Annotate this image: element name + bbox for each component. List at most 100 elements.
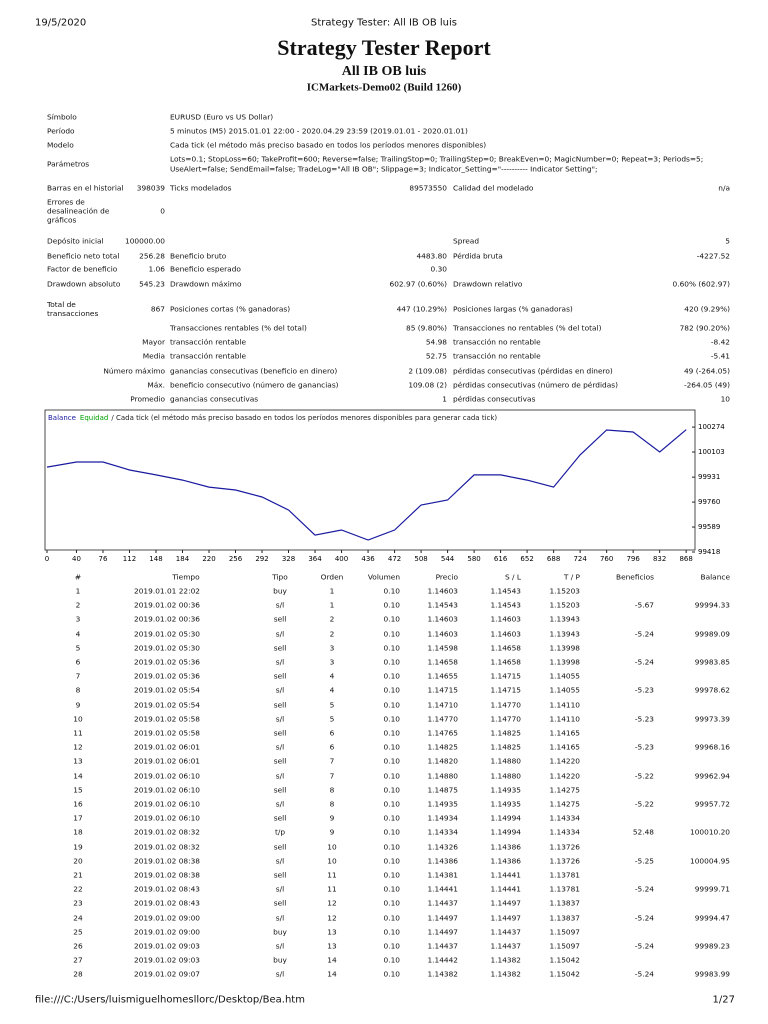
table-cell: 1.14543: [490, 586, 521, 596]
x-tick-label: 688: [547, 555, 560, 563]
table-cell: 0.10: [383, 742, 400, 752]
stat-label: pérdidas consecutivas (número de pérdida…: [453, 380, 618, 390]
table-cell: 10: [327, 856, 337, 866]
table-cell: 2019.01.02 05:36: [134, 671, 200, 681]
table-cell: 1.14437: [427, 941, 458, 951]
table-cell: 1.13726: [549, 856, 580, 866]
table-cell: 1.14543: [427, 600, 458, 610]
legend-equity: Equidad: [80, 414, 108, 422]
table-cell: 1.15097: [549, 941, 580, 951]
table-cell: 0.10: [383, 657, 400, 667]
table-cell: 1.14880: [427, 771, 458, 781]
table-cell: 1.14820: [427, 756, 458, 766]
table-cell: 1.14825: [490, 742, 521, 752]
x-tick-label: 472: [388, 555, 401, 563]
table-cell: sell: [273, 813, 287, 823]
table-cell: 1.14334: [427, 827, 458, 837]
setting-value: Lots=0.1; StopLoss=60; TakeProfit=600; R…: [170, 154, 704, 164]
table-cell: 9: [75, 700, 81, 710]
stat-label: Calidad del modelado: [453, 183, 534, 193]
x-tick-label: 580: [467, 555, 480, 563]
table-cell: 4: [75, 629, 81, 639]
table-cell: 2019.01.02 05:36: [134, 657, 200, 667]
table-cell: 1.15042: [549, 955, 580, 965]
table-cell: -5.24: [634, 657, 654, 667]
setting-value: UseAlert=false; SendEmail=false; TradeLo…: [170, 164, 598, 174]
table-cell: 7: [75, 671, 81, 681]
table-cell: 1.14658: [490, 657, 521, 667]
table-cell: 0.10: [383, 643, 400, 653]
table-cell: s/l: [275, 941, 285, 951]
table-cell: 1.14442: [427, 955, 458, 965]
table-cell: 1.13726: [549, 842, 580, 852]
table-cell: 1.14386: [490, 856, 521, 866]
table-cell: 1.14825: [427, 742, 458, 752]
table-cell: 21: [73, 870, 83, 880]
table-cell: 0.10: [383, 771, 400, 781]
table-cell: 1.14334: [549, 827, 580, 837]
table-cell: 0.10: [383, 856, 400, 866]
table-cell: 1.15097: [549, 927, 580, 937]
y-tick-label: 99931: [698, 473, 720, 481]
table-cell: 2019.01.02 06:10: [134, 785, 200, 795]
x-tick-label: 292: [255, 555, 268, 563]
table-cell: 1: [329, 586, 335, 596]
table-cell: buy: [273, 955, 287, 965]
table-cell: 0.10: [383, 799, 400, 809]
table-cell: -5.24: [634, 941, 654, 951]
table-cell: 1.14326: [427, 842, 458, 852]
table-cell: 1.14382: [490, 969, 521, 979]
table-cell: 99957.72: [694, 799, 730, 809]
stat-label: transacción rentable: [170, 351, 247, 361]
table-cell: 1.14497: [490, 913, 521, 923]
table-cell: 1.14880: [490, 771, 521, 781]
x-tick-label: 328: [282, 555, 295, 563]
stat-value: 0.30: [430, 264, 447, 274]
column-header: Balance: [700, 572, 730, 582]
table-cell: 23: [73, 898, 83, 908]
stat-label: ganancias consecutivas: [170, 394, 259, 404]
x-tick-label: 256: [229, 555, 243, 563]
table-cell: 1.14770: [490, 700, 521, 710]
table-cell: 100004.95: [690, 856, 730, 866]
table-cell: 0.10: [383, 629, 400, 639]
date: 19/5/2020: [35, 17, 87, 29]
table-cell: 1.14441: [490, 870, 521, 880]
table-cell: 0.10: [383, 671, 400, 681]
table-cell: 1.14770: [427, 714, 458, 724]
table-cell: 17: [73, 813, 83, 823]
table-cell: 2019.01.02 09:00: [134, 913, 200, 923]
table-cell: 1.14935: [490, 785, 521, 795]
x-tick-label: 112: [123, 555, 136, 563]
column-header: Volumen: [367, 572, 400, 582]
table-cell: 99989.09: [694, 629, 730, 639]
x-tick-label: 148: [149, 555, 162, 563]
table-cell: 13: [73, 756, 83, 766]
stat-label: Drawdown relativo: [453, 279, 523, 289]
table-cell: sell: [273, 756, 287, 766]
x-tick-label: 544: [441, 555, 455, 563]
stat-label: Drawdown máximo: [170, 279, 242, 289]
legend-note: / Cada tick (el método más preciso basad…: [111, 414, 497, 422]
stat-value: 0.60% (602.97): [672, 279, 730, 289]
table-cell: 24: [73, 913, 83, 923]
stat-value: -264.05 (49): [683, 380, 730, 390]
table-cell: 1.13781: [549, 870, 580, 880]
stat-label: Posiciones largas (% ganadoras): [453, 304, 573, 314]
table-cell: 1.14934: [427, 813, 458, 823]
stat-value: n/a: [718, 183, 730, 193]
stat-label: Beneficio neto total: [47, 251, 120, 261]
table-cell: s/l: [275, 856, 285, 866]
table-cell: 10: [327, 842, 337, 852]
table-cell: 12: [327, 913, 337, 923]
table-cell: 9: [329, 827, 335, 837]
column-header: Precio: [435, 572, 458, 582]
table-cell: 1.14603: [427, 614, 458, 624]
table-cell: 1.14603: [490, 614, 521, 624]
table-cell: -5.67: [634, 600, 654, 610]
table-cell: 1.14382: [490, 955, 521, 965]
table-cell: 0.10: [383, 827, 400, 837]
y-tick-label: 99418: [698, 548, 720, 556]
table-cell: 1.14441: [427, 884, 458, 894]
setting-label: Modelo: [47, 140, 74, 150]
